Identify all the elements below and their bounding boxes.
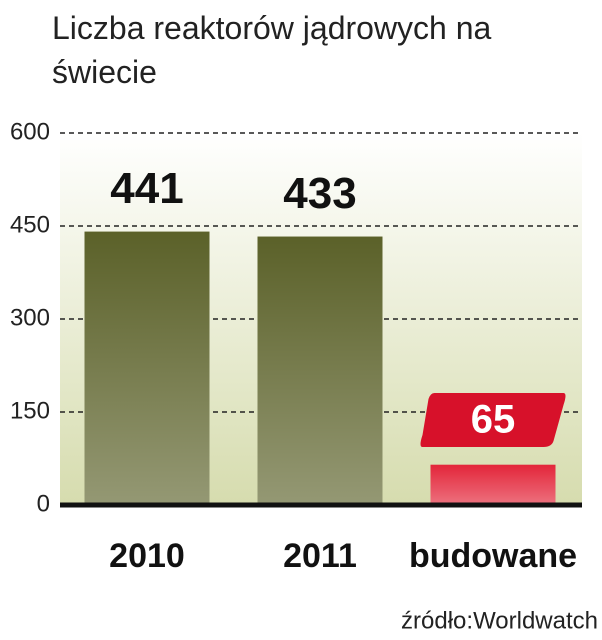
y-tick-label: 0 (37, 490, 50, 517)
x-tick-label: 2011 (283, 537, 357, 575)
y-tick-label: 300 (10, 304, 50, 331)
y-tick-label: 450 (10, 211, 50, 238)
bar-shade (430, 464, 556, 505)
bar-shade (257, 236, 383, 506)
value-label: 65 (471, 398, 516, 442)
value-label-box (420, 393, 566, 447)
value-label: 441 (110, 164, 183, 213)
y-tick-label: 150 (10, 397, 50, 424)
source: źródło:Worldwatch (401, 607, 598, 634)
y-tick-label: 600 (10, 118, 50, 145)
value-label: 433 (283, 169, 356, 218)
bar-shade (84, 231, 210, 505)
x-tick-label: budowane (409, 537, 577, 575)
chart-title: Liczba reaktorów jądrowych na świecie (52, 10, 492, 90)
x-tick-label: 2010 (109, 537, 185, 575)
